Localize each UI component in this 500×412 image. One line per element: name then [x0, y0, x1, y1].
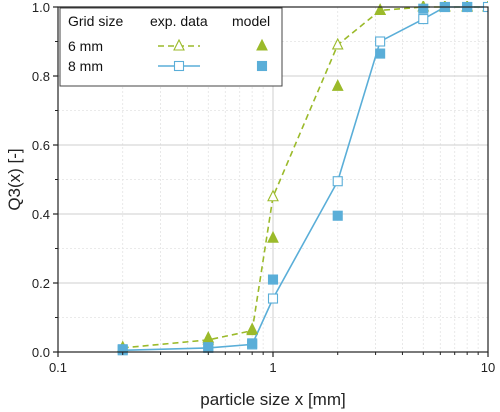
data-point	[418, 3, 429, 14]
x-tick-label: 1	[269, 360, 276, 375]
legend-header-model: model	[232, 13, 270, 29]
y-tick-label: 0.4	[32, 207, 50, 222]
x-axis-title: particle size x [mm]	[200, 390, 345, 409]
legend-row-6mm: 6 mm	[68, 38, 103, 54]
y-tick-label: 0.6	[32, 138, 50, 153]
data-point	[203, 342, 214, 353]
data-point	[247, 338, 258, 349]
x-axis-title-text: particle size x [mm]	[200, 390, 345, 409]
data-point	[332, 176, 343, 187]
data-point	[267, 230, 279, 243]
y-tick-label: 1.0	[32, 0, 50, 15]
y-axis-title: Q3(x) [-]	[5, 148, 24, 210]
data-point	[331, 79, 344, 91]
data-point	[374, 3, 387, 15]
legend-header-grid-size: Grid size	[68, 13, 123, 29]
legend: Grid size exp. data model 6 mm 8 mm	[59, 7, 283, 87]
data-point	[202, 330, 215, 343]
x-tick-label: 10	[481, 360, 495, 375]
legend-marker-6mm-model	[256, 38, 268, 51]
y-axis-title-text: Q3(x) [-]	[5, 148, 24, 210]
y-tick-label: 0.2	[32, 276, 50, 291]
legend-row-8mm: 8 mm	[68, 58, 103, 74]
legend-header-exp-data: exp. data	[150, 13, 208, 29]
x-tick-label: 0.1	[49, 360, 67, 375]
y-tick-label: 0.0	[32, 345, 50, 360]
data-point	[418, 14, 429, 25]
data-point	[332, 210, 343, 221]
y-tick-label: 0.8	[32, 69, 50, 84]
axis-ticks: 0.1 1 10 0.0 0.2 0.4 0.6 0.8 1.0	[32, 0, 495, 375]
data-point	[267, 293, 279, 304]
legend-marker-8mm-exp	[173, 60, 185, 72]
legend-marker-8mm-model	[256, 60, 268, 72]
data-point	[246, 322, 259, 335]
data-point	[267, 274, 279, 285]
legend-marker-6mm-exp	[173, 38, 185, 51]
data-point	[331, 37, 344, 50]
legend-symbols	[158, 38, 268, 72]
data-point	[375, 36, 386, 47]
data-point	[267, 189, 279, 202]
data-point	[375, 48, 386, 59]
legend-box	[59, 7, 283, 87]
